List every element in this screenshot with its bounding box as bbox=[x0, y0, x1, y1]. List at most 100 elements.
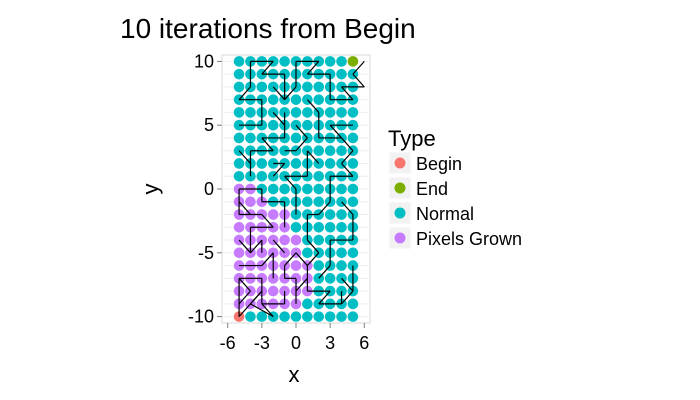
path-segment bbox=[238, 86, 251, 101]
legend-label: Pixels Grown bbox=[416, 229, 522, 249]
data-point bbox=[279, 183, 290, 195]
path-segment bbox=[238, 150, 251, 164]
data-point bbox=[233, 56, 245, 67]
data-point bbox=[267, 209, 279, 220]
x-axis-title: x bbox=[289, 362, 300, 387]
path-segment bbox=[341, 201, 354, 215]
legend-swatch bbox=[394, 157, 406, 169]
data-point bbox=[267, 183, 279, 195]
data-point bbox=[290, 132, 302, 144]
data-point bbox=[290, 311, 302, 322]
y-tick-label: -10 bbox=[188, 307, 214, 327]
path-segment bbox=[261, 137, 274, 152]
data-point bbox=[347, 311, 359, 322]
data-point bbox=[290, 158, 302, 169]
data-point bbox=[324, 273, 336, 284]
data-point bbox=[313, 260, 325, 271]
data-point bbox=[347, 247, 359, 259]
path-segment bbox=[238, 239, 251, 254]
data-point bbox=[302, 119, 313, 131]
data-point bbox=[279, 56, 290, 67]
data-point bbox=[256, 158, 268, 169]
data-point bbox=[347, 158, 359, 169]
data-point bbox=[347, 56, 359, 67]
path-segment bbox=[284, 175, 297, 190]
path-segment bbox=[306, 239, 320, 254]
chart-title: 10 iterations from Begin bbox=[120, 13, 416, 44]
x-tick-label: -6 bbox=[220, 333, 236, 353]
data-point bbox=[279, 234, 290, 246]
path-segment bbox=[261, 214, 274, 228]
data-point bbox=[267, 273, 279, 284]
path-segment bbox=[295, 252, 308, 266]
path-segment bbox=[306, 99, 320, 113]
data-point bbox=[336, 260, 347, 271]
path-segment bbox=[306, 252, 320, 266]
data-point bbox=[336, 68, 347, 80]
path-segment bbox=[352, 73, 365, 88]
path-segment bbox=[318, 265, 331, 279]
data-point bbox=[347, 132, 359, 144]
data-point bbox=[256, 170, 268, 182]
data-point bbox=[245, 311, 256, 322]
path-segment bbox=[295, 137, 308, 152]
y-tick-label: 0 bbox=[204, 179, 214, 199]
legend-swatch bbox=[394, 207, 406, 219]
data-point bbox=[233, 221, 245, 233]
data-point bbox=[245, 196, 256, 208]
path-segment bbox=[318, 201, 331, 215]
data-point bbox=[324, 221, 336, 233]
data-point bbox=[324, 209, 336, 220]
path-segment bbox=[306, 150, 320, 164]
data-point bbox=[245, 132, 256, 144]
data-point bbox=[256, 81, 268, 93]
data-point bbox=[313, 234, 325, 246]
data-point bbox=[313, 94, 325, 105]
data-point bbox=[324, 145, 336, 157]
data-point bbox=[347, 119, 359, 131]
path-segment bbox=[284, 252, 297, 266]
path-segment bbox=[272, 163, 286, 177]
data-point bbox=[313, 196, 325, 208]
data-point bbox=[313, 170, 325, 182]
data-point bbox=[313, 183, 325, 195]
data-point bbox=[347, 196, 359, 208]
x-tick-label: 6 bbox=[359, 333, 369, 353]
data-point bbox=[324, 56, 336, 67]
data-point bbox=[324, 68, 336, 80]
data-point bbox=[336, 183, 347, 195]
data-point bbox=[233, 247, 245, 259]
data-point bbox=[245, 107, 256, 118]
path-segment bbox=[341, 277, 354, 292]
path-segment bbox=[341, 290, 354, 305]
path-segment bbox=[261, 303, 274, 318]
data-point bbox=[347, 298, 359, 310]
data-point bbox=[290, 260, 302, 271]
data-point bbox=[302, 247, 313, 259]
data-point bbox=[290, 298, 302, 310]
data-point bbox=[336, 311, 347, 322]
path-segment bbox=[295, 277, 308, 292]
path-segment bbox=[272, 112, 286, 126]
data-point bbox=[302, 196, 313, 208]
x-tick-label: 0 bbox=[291, 333, 301, 353]
data-point bbox=[324, 311, 336, 322]
data-point bbox=[267, 285, 279, 297]
path-segment bbox=[341, 86, 354, 101]
legend-swatch bbox=[394, 182, 406, 194]
path-segment bbox=[352, 60, 365, 75]
data-point bbox=[233, 68, 245, 80]
legend-swatch bbox=[394, 232, 406, 244]
path-segment bbox=[250, 290, 263, 305]
data-point bbox=[302, 81, 313, 93]
data-point bbox=[267, 119, 279, 131]
data-point bbox=[279, 311, 290, 322]
data-point bbox=[302, 311, 313, 322]
data-point bbox=[233, 170, 245, 182]
data-point bbox=[313, 81, 325, 93]
x-axis: -6 -3 0 3 6 bbox=[220, 323, 369, 353]
data-point bbox=[290, 94, 302, 105]
path-segment bbox=[238, 201, 251, 215]
path-segment bbox=[306, 60, 320, 75]
data-point bbox=[233, 107, 245, 118]
